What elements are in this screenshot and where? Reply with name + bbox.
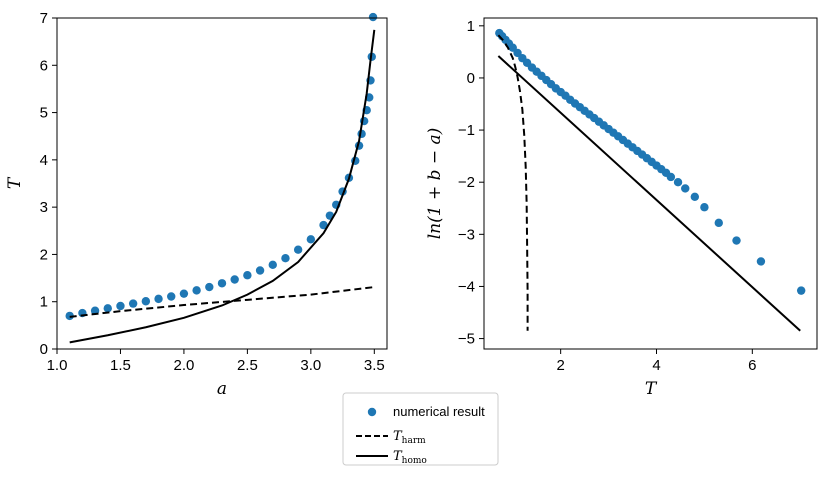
chart0-point-numerical-result-6 (141, 297, 151, 306)
chart1-point-numerical-result-41 (700, 203, 709, 212)
chart0-point-numerical-result-10 (192, 286, 201, 295)
chart1-ytick-label-5: −4 (458, 278, 475, 295)
chart1-point-numerical-result-38 (673, 178, 683, 187)
chart1-point-numerical-result-45 (796, 286, 806, 295)
legend-label-homo-sub: homo (402, 456, 427, 466)
chart0-ytick-label-3: 3 (40, 199, 48, 216)
chart1-ytick-label-6: −5 (458, 331, 475, 348)
chart0-point-numerical-result-16 (268, 260, 277, 270)
chart0-point-numerical-result-8 (167, 292, 176, 301)
chart0-ytick-label-6: 6 (40, 57, 48, 74)
chart0-point-numerical-result-15 (255, 266, 265, 275)
chart0-ytick-label-2: 2 (40, 246, 48, 263)
chart0-xtick-label-3: 2.5 (237, 357, 258, 374)
chart0-xtick-label-2: 2.0 (173, 357, 194, 374)
chart0-xtick-label-5: 3.5 (364, 357, 385, 374)
chart0-ytick-label-7: 7 (40, 10, 48, 27)
chart0-line-t-harm (69, 286, 375, 318)
chart0-ytick-label-4: 4 (40, 152, 48, 169)
legend-label-homo: Thomo (393, 449, 427, 466)
chart1-ytick-label-4: −3 (458, 226, 475, 243)
chart1-xtick-label-0: 2 (556, 357, 564, 374)
chart0-ytick-label-5: 5 (40, 105, 48, 122)
chart0-line-t-homo (69, 29, 376, 344)
chart0-point-numerical-result-12 (217, 279, 227, 288)
chart0-axes-frame (56, 17, 388, 350)
chart1-ylabel: ln(1 + b − a) (425, 128, 445, 240)
chart0-point-numerical-result-7 (154, 294, 163, 304)
chart0-point-numerical-result-9 (179, 289, 189, 298)
chart1-ytick-label-1: 0 (467, 70, 475, 87)
chart1-line-t-harm (497, 34, 529, 331)
chart0-ytick-label-0: 0 (40, 341, 48, 358)
chart1-point-numerical-result-42 (714, 218, 723, 228)
left-chart: 1.0 1.5 2.0 2.5 3.0 3.5 0 1 2 3 4 5 6 7 a T (5, 10, 388, 399)
chart0-point-numerical-result-33 (368, 12, 378, 22)
chart0-xtick-label-0: 1.0 (47, 357, 68, 374)
chart0-point-numerical-result-13 (230, 275, 239, 284)
chart0-xlabel: a (217, 379, 227, 399)
chart0-point-numerical-result-4 (116, 301, 125, 311)
chart0-point-numerical-result-11 (205, 282, 214, 292)
legend-label-harm: Tharm (393, 429, 426, 446)
legend-label-numerical: numerical result (393, 404, 485, 419)
chart0-point-numerical-result-14 (243, 271, 252, 280)
chart1-point-numerical-result-39 (681, 184, 690, 193)
chart0-point-numerical-result-20 (319, 220, 328, 230)
legend: numerical result Tharm Thomo (342, 392, 499, 466)
chart1-xlabel: T (645, 379, 658, 399)
chart1-ytick-label-2: −1 (458, 122, 475, 139)
legend-frame (342, 392, 499, 466)
chart1-axes-frame (483, 17, 818, 350)
chart1-ytick-label-0: 1 (467, 18, 475, 35)
chart0-ylabel: T (5, 176, 25, 189)
chart0-point-numerical-result-5 (128, 299, 138, 308)
chart0-xtick-label-1: 1.5 (110, 357, 131, 374)
chart1-point-numerical-result-40 (690, 192, 700, 201)
chart0-ytick-label-1: 1 (40, 294, 48, 311)
chart1-xtick-label-1: 4 (652, 357, 660, 374)
legend-label-harm-sub: harm (402, 436, 426, 446)
legend-marker-numerical (367, 407, 377, 417)
chart0-point-numerical-result-18 (293, 245, 303, 254)
chart0-point-numerical-result-3 (103, 304, 112, 313)
chart1-point-numerical-result-37 (666, 172, 676, 182)
chart1-point-numerical-result-43 (732, 236, 741, 245)
chart1-point-numerical-result-44 (756, 257, 766, 266)
legend-label-harm-base: T (393, 429, 403, 444)
chart0-point-numerical-result-17 (281, 254, 290, 263)
chart1-xtick-label-2: 6 (748, 357, 756, 374)
chart1-ytick-label-3: −2 (458, 174, 475, 191)
chart0-xtick-label-4: 3.0 (300, 357, 321, 374)
chart0-point-numerical-result-19 (306, 235, 316, 244)
legend-label-homo-base: T (393, 449, 403, 464)
right-chart: 2 4 6 1 0 −1 −2 −3 −4 −5 Tln(1 + b − a) (425, 17, 818, 399)
chart1-line-t-homo (497, 55, 801, 332)
